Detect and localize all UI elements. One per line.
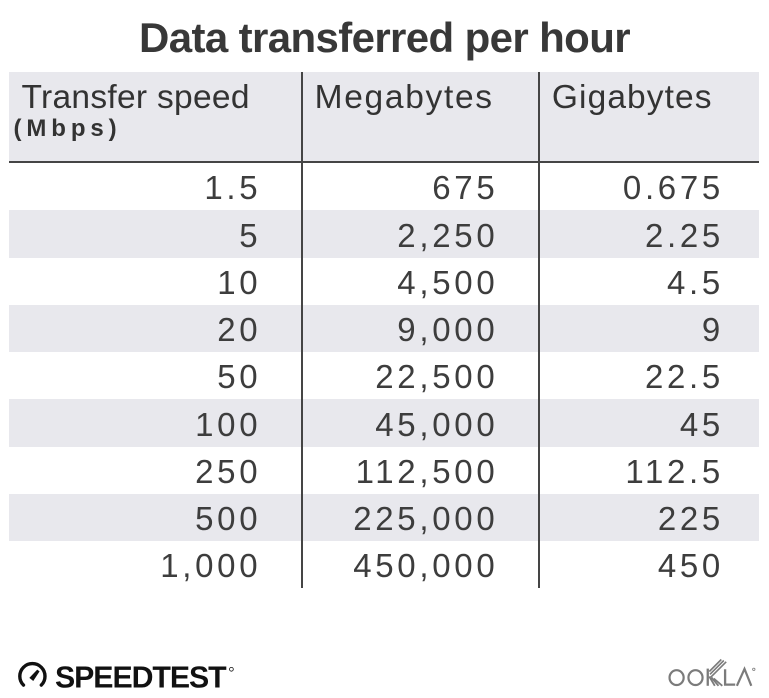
svg-text:SPEEDTEST: SPEEDTEST	[55, 662, 227, 695]
